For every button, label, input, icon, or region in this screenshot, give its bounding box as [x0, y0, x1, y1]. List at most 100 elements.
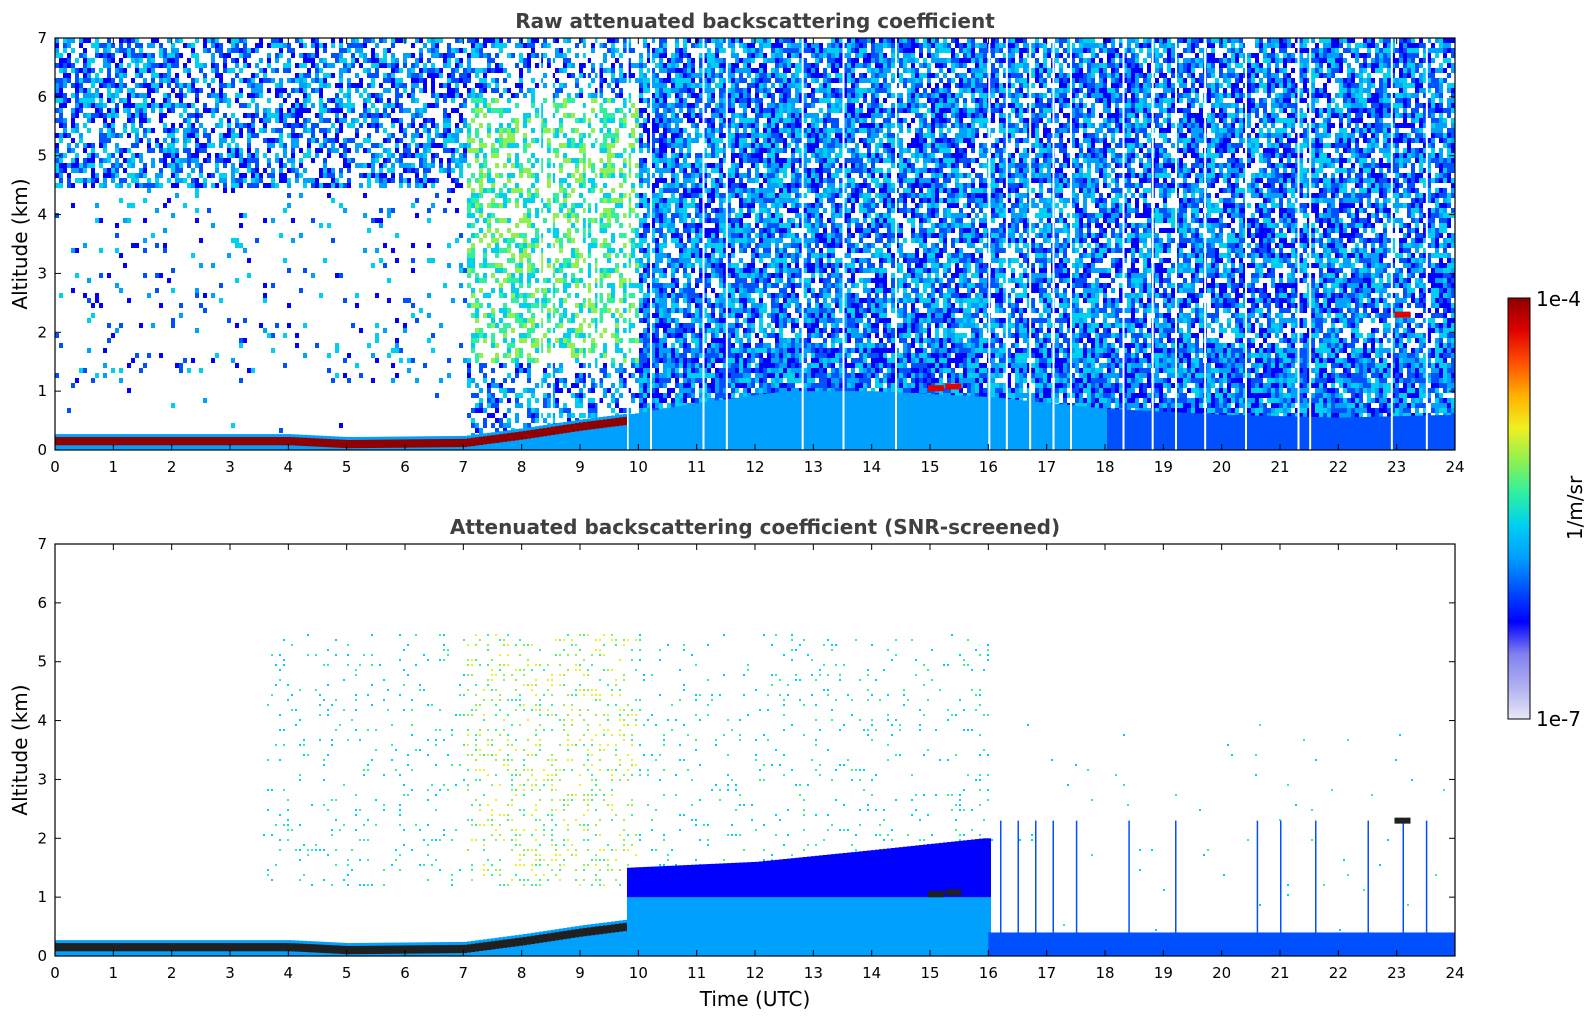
raw-speckle	[655, 228, 659, 233]
raw-speckle	[315, 43, 319, 48]
raw-speckle	[715, 328, 719, 333]
raw-speckle	[503, 378, 507, 383]
raw-speckle	[591, 188, 595, 193]
raw-speckle	[567, 183, 571, 188]
raw-speckle	[371, 168, 375, 173]
raw-speckle	[235, 168, 239, 173]
raw-speckle	[695, 303, 699, 308]
raw-speckle	[311, 103, 315, 108]
raw-speckle	[167, 63, 171, 68]
raw-speckle	[639, 373, 643, 378]
raw-speckle	[563, 333, 567, 338]
raw-speckle	[103, 58, 107, 63]
raw-speckle	[515, 288, 519, 293]
raw-speckle	[711, 338, 715, 343]
raw-speckle	[395, 148, 399, 153]
raw-speckle	[463, 143, 467, 148]
raw-speckle	[415, 198, 419, 203]
raw-speckle	[303, 123, 307, 128]
raw-speckle	[231, 43, 235, 48]
raw-speckle	[715, 343, 719, 348]
raw-speckle	[71, 288, 75, 293]
raw-speckle	[411, 73, 415, 78]
raw-speckle	[307, 93, 311, 98]
raw-speckle	[363, 88, 367, 93]
raw-speckle	[415, 168, 419, 173]
raw-speckle	[535, 338, 539, 343]
raw-speckle	[159, 53, 163, 58]
raw-speckle	[695, 213, 699, 218]
raw-speckle	[675, 118, 679, 123]
raw-speckle	[719, 178, 723, 183]
raw-speckle	[307, 98, 311, 103]
raw-speckle	[643, 143, 647, 148]
raw-speckle	[563, 113, 567, 118]
raw-speckle	[255, 183, 259, 188]
raw-speckle	[183, 83, 187, 88]
raw-speckle	[523, 318, 527, 323]
raw-speckle	[491, 333, 495, 338]
raw-speckle	[83, 58, 87, 63]
raw-speckle	[59, 83, 63, 88]
raw-speckle	[535, 348, 539, 353]
raw-speckle	[135, 133, 139, 138]
raw-speckle	[639, 63, 643, 68]
raw-speckle	[299, 43, 303, 48]
raw-speckle	[367, 93, 371, 98]
raw-speckle	[623, 293, 627, 298]
raw-speckle	[391, 378, 395, 383]
raw-speckle	[271, 78, 275, 83]
raw-speckle	[695, 278, 699, 283]
raw-speckle	[119, 183, 123, 188]
raw-speckle	[399, 78, 403, 83]
raw-speckle	[675, 368, 679, 373]
raw-speckle	[431, 123, 435, 128]
raw-speckle	[335, 148, 339, 153]
raw-speckle	[451, 168, 455, 173]
raw-speckle	[599, 223, 603, 228]
raw-speckle	[559, 263, 563, 268]
raw-speckle	[675, 133, 679, 138]
raw-speckle	[519, 38, 523, 43]
raw-speckle	[679, 323, 683, 328]
raw-speckle	[119, 253, 123, 258]
raw-speckle	[447, 163, 451, 168]
raw-speckle	[259, 323, 263, 328]
raw-speckle	[167, 148, 171, 153]
raw-speckle	[311, 58, 315, 63]
raw-speckle	[231, 83, 235, 88]
raw-speckle	[575, 118, 579, 123]
raw-speckle	[679, 238, 683, 243]
raw-speckle	[671, 188, 675, 193]
raw-speckle	[607, 208, 611, 213]
raw-speckle	[171, 213, 175, 218]
raw-speckle	[715, 358, 719, 363]
raw-speckle	[335, 183, 339, 188]
raw-speckle	[279, 88, 283, 93]
raw-speckle	[715, 388, 719, 393]
raw-speckle	[147, 53, 151, 58]
raw-speckle	[655, 323, 659, 328]
raw-speckle	[643, 318, 647, 323]
raw-speckle	[635, 393, 639, 398]
raw-speckle	[631, 228, 635, 233]
raw-speckle	[135, 138, 139, 143]
raw-speckle	[679, 138, 683, 143]
raw-speckle	[711, 58, 715, 63]
raw-speckle	[555, 308, 559, 313]
raw-speckle	[147, 128, 151, 133]
raw-speckle	[375, 98, 379, 103]
raw-speckle	[255, 163, 259, 168]
raw-speckle	[719, 78, 723, 83]
raw-speckle	[563, 308, 567, 313]
raw-speckle	[611, 363, 615, 368]
raw-speckle	[139, 113, 143, 118]
raw-speckle	[567, 48, 571, 53]
raw-speckle	[183, 148, 187, 153]
raw-speckle	[171, 88, 175, 93]
raw-speckle	[515, 163, 519, 168]
raw-speckle	[667, 368, 671, 373]
raw-speckle	[147, 83, 151, 88]
raw-speckle	[411, 118, 415, 123]
raw-speckle	[707, 128, 711, 133]
